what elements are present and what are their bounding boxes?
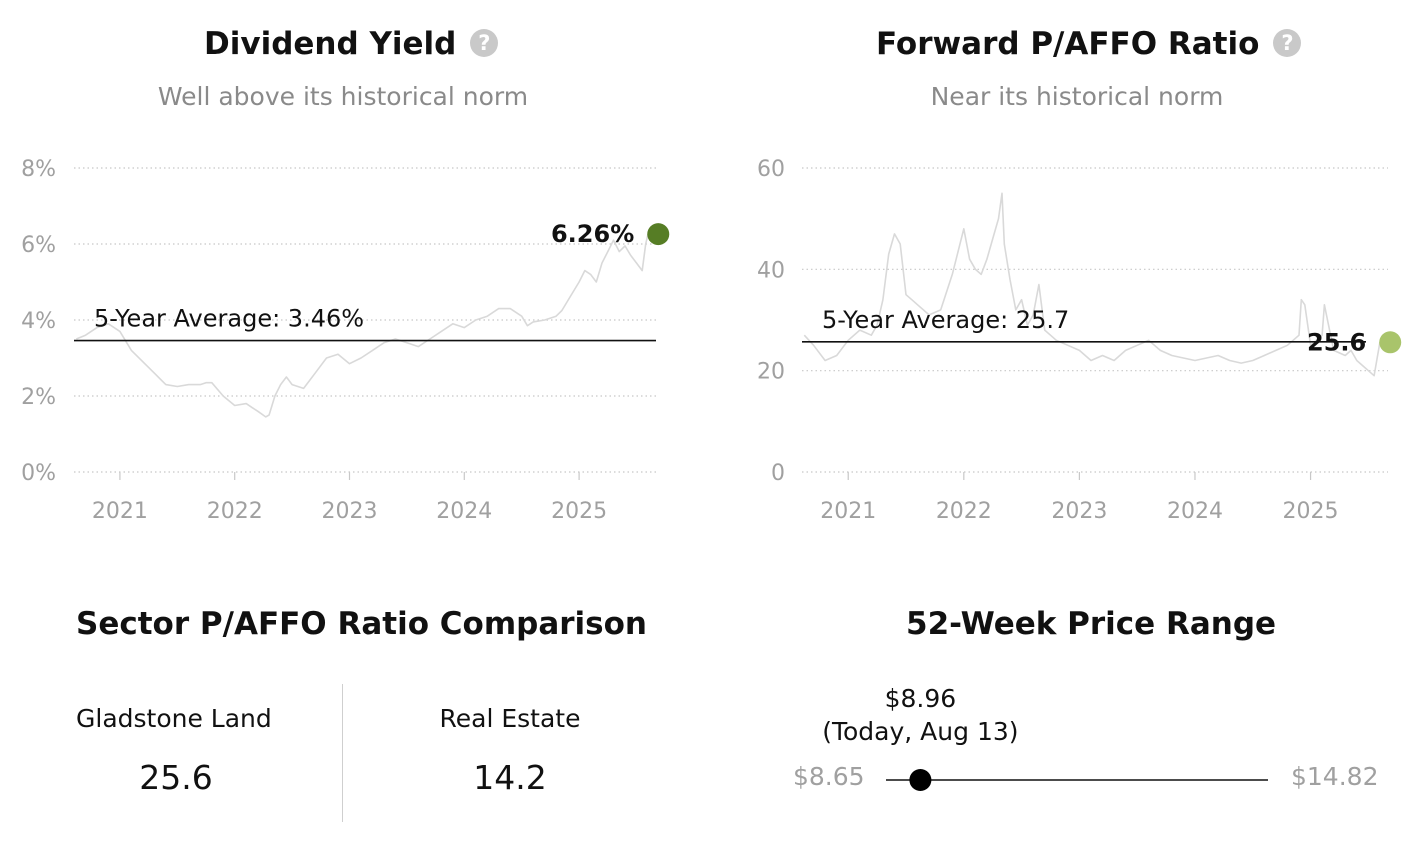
dividend-yield-subtitle: Well above its historical norm [157,82,529,111]
price-range-title: 52-Week Price Range [906,606,1277,642]
y-tick-label: 20 [757,360,785,385]
x-tick-label: 2022 [207,499,263,524]
p-affo-title-text: Forward P/AFFO Ratio [876,26,1260,62]
company-p-affo-value: 25.6 [139,758,213,797]
p-affo-subtitle: Near its historical norm [930,82,1224,111]
current-price-marker [909,769,932,791]
current-value-marker [1379,331,1402,354]
sector-comparison-title: Sector P/AFFO Ratio Comparison [76,606,647,642]
chart-1: 0 20 40 60 2021 2022 2023 2024 2025 5-Year Averag… [757,157,1402,524]
x-tick-label: 2023 [322,499,378,524]
average-label: 5-Year Average: 25.7 [822,306,1069,334]
question-circle-icon[interactable]: ? [1273,29,1302,57]
y-tick-label: 0% [21,461,56,486]
current-price-note: (Today, Aug 13) [822,717,1019,746]
average-label: 5-Year Average: 3.46% [94,305,364,333]
chart-0: 0% 2% 4% 6% 8% 2021 2022 2023 2024 2025 5-Year Ave… [21,157,670,524]
sector-divider [342,684,343,822]
dividend-yield-title-text: Dividend Yield [204,26,457,62]
p-affo-title: Forward P/AFFO Ratio? [876,26,1302,62]
current-price-label: $8.96 (Today, Aug 13) [800,684,1040,746]
range-high: $14.82 [1291,762,1379,791]
y-tick-label: 2% [21,385,56,410]
y-tick-label: 0 [771,461,785,486]
current-value-label: 6.26% [551,220,634,248]
dividend-yield-title: Dividend Yield? [204,26,499,62]
x-tick-label: 2021 [820,499,876,524]
x-tick-label: 2023 [1051,499,1107,524]
current-price: $8.96 [884,684,957,713]
charts-canvas: 0% 2% 4% 6% 8% 2021 2022 2023 2024 2025 5-Year Ave… [21,157,1402,524]
current-value-marker [647,223,670,246]
x-tick-label: 2021 [92,499,148,524]
y-tick-label: 40 [757,258,785,283]
y-tick-label: 60 [757,157,785,182]
x-tick-label: 2024 [1167,499,1223,524]
y-tick-label: 8% [21,157,56,182]
x-tick-label: 2025 [1283,499,1339,524]
series-line [75,233,649,418]
current-value-label: 25.6 [1307,328,1366,356]
x-tick-label: 2022 [936,499,992,524]
sector-p-affo-value: 14.2 [473,758,547,797]
company-label: Gladstone Land [76,704,272,733]
y-tick-label: 6% [21,233,56,258]
y-tick-label: 4% [21,309,56,334]
series-line [803,192,1381,377]
x-tick-label: 2025 [551,499,607,524]
x-tick-label: 2024 [436,499,492,524]
question-circle-icon[interactable]: ? [470,29,499,57]
sector-label: Real Estate [439,704,581,733]
range-low: $8.65 [793,762,865,791]
